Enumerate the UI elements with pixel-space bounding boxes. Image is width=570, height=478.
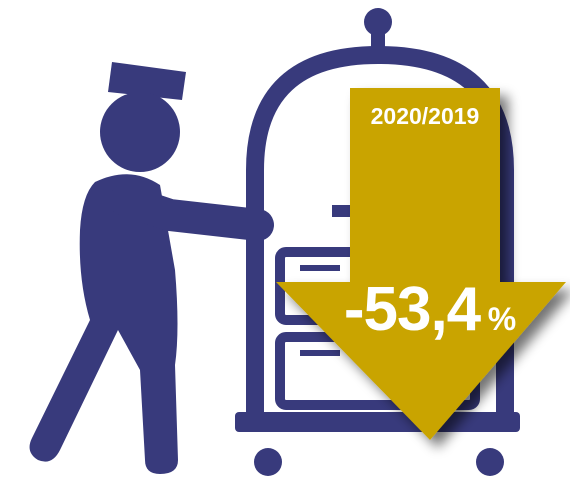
change-value: -53,4 xyxy=(344,275,482,344)
period-label: 2020/2019 xyxy=(371,103,480,129)
bellhop xyxy=(29,62,274,474)
change-unit: % xyxy=(488,301,516,337)
decline-arrow xyxy=(276,88,566,440)
